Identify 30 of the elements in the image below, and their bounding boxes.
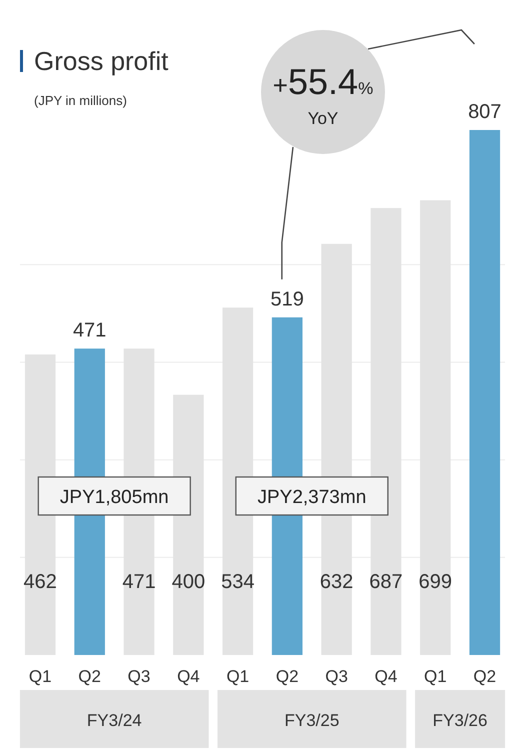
data-label: 534 — [221, 571, 254, 593]
data-label: 632 — [320, 571, 354, 593]
x-tick-label: Q2 — [78, 667, 101, 686]
data-label: 400 — [172, 571, 206, 593]
annotation: JPY2,373mn — [257, 487, 366, 508]
x-tick-label: Q3 — [325, 667, 348, 686]
x-tick-label: Q2 — [276, 667, 299, 686]
data-label: 807 — [468, 101, 502, 123]
x-tick-label: Q4 — [374, 667, 398, 686]
x-tick-label: Q3 — [128, 667, 150, 686]
x-tick-label: Q1 — [28, 667, 52, 686]
data-label: 471 — [72, 320, 106, 342]
annotation: JPY1,805mn — [60, 487, 169, 508]
x-tick-label: Q4 — [177, 667, 200, 686]
data-label: 519 — [270, 288, 304, 310]
chart-title: Gross profit — [34, 46, 170, 76]
chart-subtitle: (JPY in millions) — [34, 93, 127, 108]
text: FY3/25 — [284, 711, 340, 730]
text: FY3/24 — [86, 711, 142, 730]
data-label: 462 — [24, 571, 57, 593]
text: YoY — [308, 109, 338, 128]
text: FY3/26 — [432, 711, 488, 730]
data-label: 471 — [122, 571, 156, 593]
x-tick-label: Q1 — [424, 667, 447, 686]
text: +55.4% — [272, 61, 374, 102]
x-tick-label: Q2 — [473, 667, 496, 686]
bar — [469, 130, 500, 655]
data-label: 699 — [418, 571, 452, 593]
data-label: 687 — [369, 571, 403, 593]
x-tick-label: Q1 — [226, 667, 250, 686]
